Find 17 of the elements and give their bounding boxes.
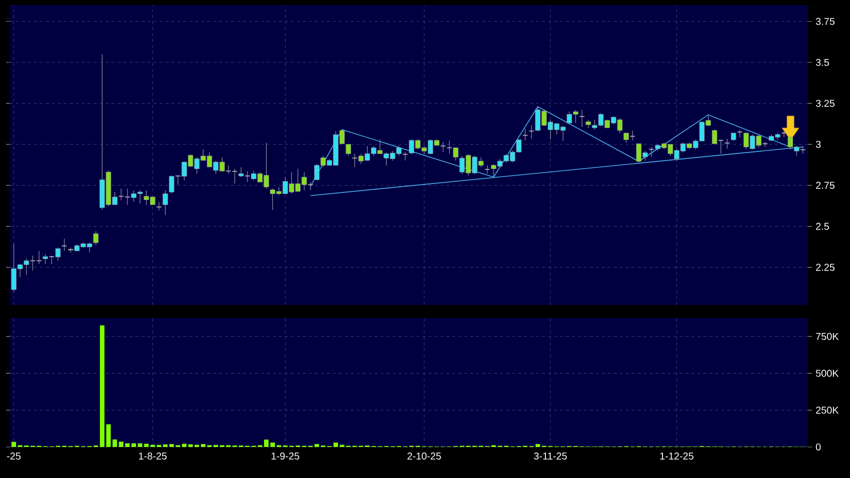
x-tick-label: 1-9-25	[272, 452, 300, 460]
x-tick-label: 1-12-25	[660, 452, 694, 460]
y-tick-label: 2.5	[816, 222, 829, 230]
x-tick-label: -25	[7, 452, 21, 460]
x-tick-label: 3-11-25	[534, 452, 567, 460]
y-tick-label: 750K	[816, 332, 839, 340]
y-tick-label: 3.25	[816, 100, 835, 107]
y-tick-label: 3	[816, 140, 821, 148]
y-tick-label: 2.25	[816, 264, 835, 271]
y-tick-label: 500K	[816, 370, 839, 377]
x-tick-label: 1-8-25	[139, 452, 167, 460]
y-tick-label: 3.75	[816, 18, 835, 25]
y-tick-label: 250K	[816, 406, 839, 414]
y-tick-label: 3.5	[816, 58, 829, 66]
y-tick-label: 0	[816, 443, 821, 451]
y-tick-label: 2.75	[816, 182, 835, 189]
x-tick-label: 2-10-25	[407, 452, 441, 460]
